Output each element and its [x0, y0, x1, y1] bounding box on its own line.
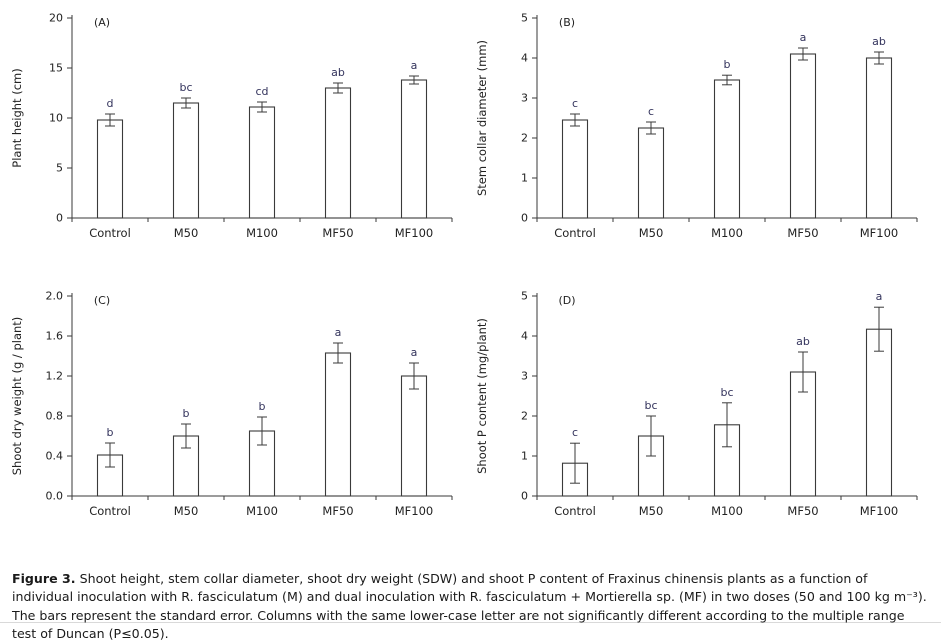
y-tick-label: 5	[521, 290, 528, 303]
y-tick-label: 3	[521, 92, 528, 105]
y-tick-label: 2.0	[46, 290, 64, 303]
chart-panel-a: 0 5 10 15 20 d Control bc M50 cd M100 ab MF50 a MF100 (…	[8, 4, 468, 266]
bar-mf50	[324, 87, 352, 219]
caption-label: Figure 3.	[12, 571, 76, 586]
significance-letter: b	[107, 426, 114, 439]
panel-label: (A)	[94, 16, 110, 29]
y-tick-label: 20	[49, 12, 63, 25]
bar-m100	[713, 79, 740, 219]
y-axis-title: Shoot dry weight (g / plant)	[10, 317, 24, 476]
y-tick-label: 5	[56, 162, 63, 175]
category-label: MF100	[395, 226, 434, 240]
significance-letter: bc	[720, 386, 733, 399]
y-tick-label: 1.2	[46, 370, 64, 383]
bar-m50	[637, 127, 664, 219]
category-label: M50	[638, 226, 663, 240]
chart-panel-d: 0 1 2 3 4 5 c Control bc M50 bc M100 ab MF50 a MF100 (D)…	[473, 282, 933, 544]
bar-chart-svg: 0 1 2 3 4 5 c Control c M50 b M100 a MF50 ab MF100 (B) St…	[475, 12, 917, 240]
chart-panel-c: 0.0 0.4 0.8 1.2 1.6 2.0 b Control b M50 b M100 a MF50…	[8, 282, 468, 544]
y-tick-label: 0.0	[46, 490, 64, 503]
y-tick-label: 5	[521, 12, 528, 25]
category-label: MF50	[787, 504, 818, 518]
bar-m50	[172, 102, 200, 219]
category-label: MF100	[395, 504, 434, 518]
panel-label: (D)	[558, 294, 575, 307]
bar-chart-svg: 0.0 0.4 0.8 1.2 1.6 2.0 b Control b M50 b M100 a MF50…	[10, 290, 453, 518]
category-label: Control	[89, 504, 131, 518]
y-tick-label: 4	[521, 330, 528, 343]
panel-label: (C)	[94, 294, 110, 307]
y-tick-label: 0.4	[46, 450, 64, 463]
significance-letter: a	[875, 290, 882, 303]
y-tick-label: 0	[521, 490, 528, 503]
panel-label: (B)	[558, 16, 574, 29]
category-label: Control	[554, 226, 596, 240]
significance-letter: bc	[179, 81, 192, 94]
significance-letter: d	[107, 97, 114, 110]
caption-text: Shoot height, stem collar diameter, shoo…	[12, 571, 927, 641]
y-axis-title: Shoot P content (mg/plant)	[475, 318, 489, 474]
significance-letter: a	[411, 59, 418, 72]
bar-mf50	[789, 371, 816, 497]
significance-letter: b	[723, 58, 730, 71]
y-tick-label: 4	[521, 52, 528, 65]
significance-letter: b	[183, 407, 190, 420]
y-tick-label: 15	[49, 62, 63, 75]
significance-letter: c	[647, 105, 653, 118]
significance-letter: c	[571, 97, 577, 110]
y-tick-label: 2	[521, 410, 528, 423]
y-tick-label: 0.8	[46, 410, 64, 423]
y-tick-label: 10	[49, 112, 63, 125]
y-tick-label: 3	[521, 370, 528, 383]
significance-letter: b	[259, 400, 266, 413]
bar-mf100	[400, 79, 428, 219]
category-label: Control	[89, 226, 131, 240]
y-tick-label: 1	[521, 172, 528, 185]
significance-letter: c	[571, 426, 577, 439]
significance-letter: ab	[331, 66, 345, 79]
category-label: M100	[711, 504, 743, 518]
category-label: M50	[638, 504, 663, 518]
bar-m100	[248, 106, 276, 219]
category-label: Control	[554, 504, 596, 518]
category-label: MF50	[322, 226, 353, 240]
bar-chart-svg: 0 1 2 3 4 5 c Control bc M50 bc M100 ab MF50 a MF100 (D)…	[475, 290, 917, 518]
y-tick-label: 0	[521, 212, 528, 225]
y-tick-label: 1	[521, 450, 528, 463]
category-label: MF100	[859, 226, 898, 240]
category-label: M50	[174, 504, 199, 518]
y-axis-title: Stem collar diameter (mm)	[475, 40, 489, 196]
chart-panel-b: 0 1 2 3 4 5 c Control c M50 b M100 a MF50 ab MF100 (B) St…	[473, 4, 933, 266]
bar-mf100	[400, 375, 428, 497]
category-label: M100	[246, 226, 278, 240]
y-tick-label: 1.6	[46, 330, 64, 343]
significance-letter: ab	[872, 35, 886, 48]
significance-letter: a	[335, 326, 342, 339]
category-label: MF100	[859, 504, 898, 518]
significance-letter: cd	[255, 85, 268, 98]
y-tick-label: 0	[56, 212, 63, 225]
figure-3: 0 5 10 15 20 d Control bc M50 cd M100 ab MF50 a MF100(…	[0, 4, 941, 641]
bar-control	[96, 119, 124, 219]
category-label: M100	[711, 226, 743, 240]
bar-mf50	[789, 53, 816, 219]
significance-letter: a	[799, 31, 806, 44]
y-tick-label: 2	[521, 132, 528, 145]
category-label: M100	[246, 504, 278, 518]
category-label: MF50	[322, 504, 353, 518]
bar-mf100	[865, 328, 892, 497]
category-label: MF50	[787, 226, 818, 240]
bar-mf100	[865, 57, 892, 219]
bar-mf50	[324, 352, 352, 497]
bar-chart-svg: 0 5 10 15 20 d Control bc M50 cd M100 ab MF50 a MF100 (…	[10, 12, 453, 240]
significance-letter: bc	[644, 399, 657, 412]
significance-letter: ab	[796, 335, 810, 348]
charts-grid: 0 5 10 15 20 d Control bc M50 cd M100 ab MF50 a MF100(…	[8, 4, 933, 544]
category-label: M50	[174, 226, 199, 240]
figure-caption: Figure 3. Shoot height, stem collar diam…	[12, 570, 929, 643]
bar-control	[561, 119, 588, 219]
significance-letter: a	[411, 346, 418, 359]
y-axis-title: Plant height (cm)	[10, 68, 24, 167]
